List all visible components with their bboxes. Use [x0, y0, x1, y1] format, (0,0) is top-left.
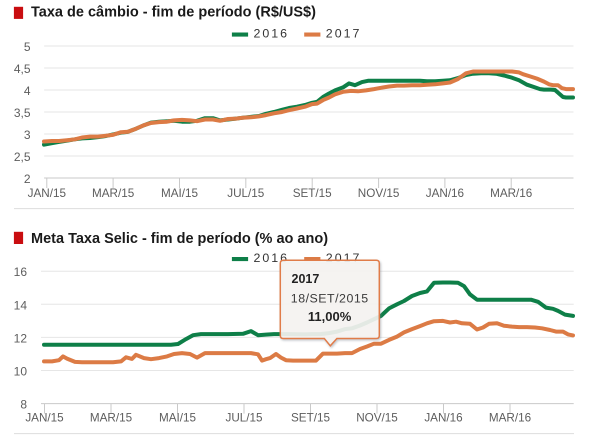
svg-text:JUL/15: JUL/15	[225, 411, 263, 424]
svg-text:JAN/16: JAN/16	[426, 187, 464, 200]
svg-text:2016: 2016	[254, 27, 290, 41]
svg-text:JAN/15: JAN/15	[25, 411, 64, 424]
svg-text:12: 12	[14, 331, 28, 345]
svg-text:16: 16	[14, 265, 28, 279]
svg-text:3: 3	[24, 128, 31, 142]
svg-text:MAI/15: MAI/15	[161, 187, 199, 200]
svg-text:MAI/15: MAI/15	[159, 411, 197, 424]
svg-text:3,5: 3,5	[14, 106, 31, 120]
svg-text:SET/15: SET/15	[291, 411, 330, 424]
svg-text:10: 10	[14, 365, 28, 379]
svg-text:MAR/16: MAR/16	[489, 411, 531, 424]
svg-text:JAN/16: JAN/16	[424, 411, 462, 424]
svg-text:Meta Taxa Selic - fim de perío: Meta Taxa Selic - fim de período (% ao a…	[31, 231, 328, 247]
svg-text:JAN/15: JAN/15	[28, 187, 67, 200]
svg-text:SET/15: SET/15	[293, 187, 332, 200]
svg-text:2017: 2017	[326, 27, 362, 41]
svg-text:8: 8	[20, 398, 27, 412]
svg-text:Taxa de câmbio - fim de períod: Taxa de câmbio - fim de período (R$/US$)	[31, 5, 316, 21]
svg-text:MAR/15: MAR/15	[90, 411, 133, 424]
svg-text:MAR/16: MAR/16	[490, 187, 532, 200]
svg-text:2017: 2017	[292, 272, 320, 286]
svg-text:18/SET/2015: 18/SET/2015	[291, 292, 369, 306]
svg-text:4,5: 4,5	[14, 62, 31, 76]
svg-text:2,5: 2,5	[14, 150, 31, 164]
svg-text:JUL/15: JUL/15	[227, 187, 265, 200]
svg-text:2: 2	[24, 172, 31, 186]
svg-text:4: 4	[24, 84, 31, 98]
svg-text:11,00%: 11,00%	[308, 309, 352, 324]
svg-text:2016: 2016	[254, 251, 290, 265]
svg-text:NOV/15: NOV/15	[358, 187, 400, 200]
svg-text:NOV/15: NOV/15	[356, 411, 398, 424]
svg-text:5: 5	[24, 40, 31, 54]
svg-text:MAR/15: MAR/15	[92, 187, 135, 200]
svg-text:14: 14	[14, 298, 28, 312]
